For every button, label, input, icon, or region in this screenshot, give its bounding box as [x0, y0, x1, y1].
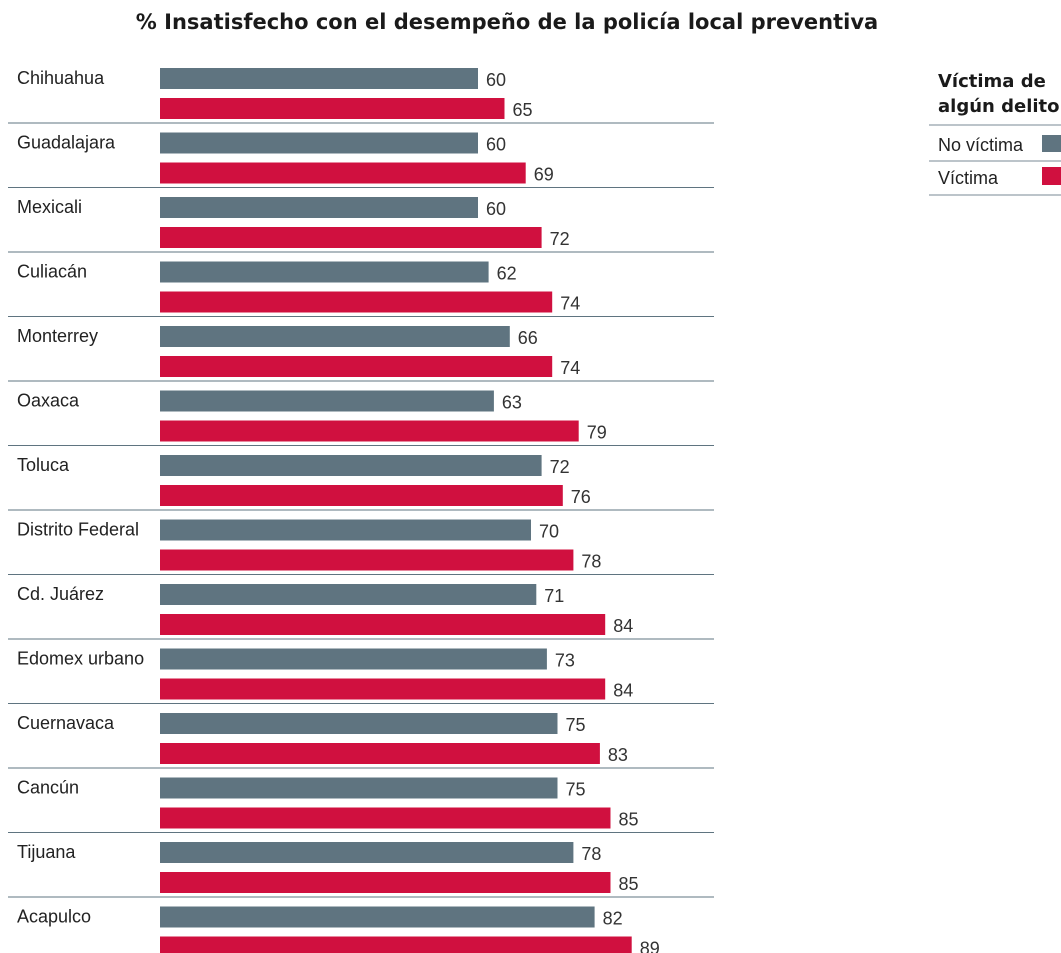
- row-cancun: Cancún 75 85: [8, 777, 714, 833]
- value-label-victima: 72: [550, 229, 570, 249]
- value-label-victima: 83: [608, 745, 628, 765]
- row-chihuahua: Chihuahua 60 65: [8, 68, 714, 124]
- row-tijuana: Tijuana 78 85: [8, 842, 714, 898]
- category-label: Monterrey: [17, 326, 98, 346]
- value-label-no-victima: 75: [566, 715, 586, 735]
- bar-no-victima: [160, 842, 574, 863]
- value-label-no-victima: 60: [486, 199, 506, 219]
- bar-victima: [160, 420, 579, 442]
- value-label-victima: 74: [560, 294, 580, 314]
- bar-victima: [160, 743, 600, 764]
- category-label: Oaxaca: [17, 391, 80, 411]
- value-label-no-victima: 66: [518, 328, 538, 348]
- value-label-no-victima: 72: [550, 457, 570, 477]
- bar-victima: [160, 549, 574, 571]
- value-label-no-victima: 63: [502, 393, 522, 413]
- row-cd-juarez: Cd. Juárez 71 84: [8, 584, 714, 640]
- category-label: Edomex urbano: [17, 649, 144, 669]
- value-label-no-victima: 73: [555, 651, 575, 671]
- bar-no-victima: [160, 777, 558, 799]
- legend-swatch-victima: [1042, 167, 1061, 185]
- row-monterrey: Monterrey 66 74: [8, 326, 714, 382]
- row-mexicali: Mexicali 60 72: [8, 197, 714, 253]
- value-label-no-victima: 82: [603, 909, 623, 929]
- value-label-victima: 74: [560, 358, 580, 378]
- bar-victima: [160, 872, 611, 893]
- value-label-victima: 76: [571, 487, 591, 507]
- bar-no-victima: [160, 455, 542, 476]
- bar-victima: [160, 614, 606, 635]
- value-label-victima: 85: [619, 874, 639, 894]
- category-label: Acapulco: [17, 907, 91, 927]
- bar-victima: [160, 485, 563, 506]
- value-label-victima: 69: [534, 165, 554, 185]
- row-edomex-urbano: Edomex urbano 73 84: [8, 648, 714, 704]
- bar-no-victima: [160, 261, 489, 283]
- value-label-no-victima: 60: [486, 135, 506, 155]
- value-label-no-victima: 62: [497, 264, 517, 284]
- row-cuernavaca: Cuernavaca 75 83: [8, 713, 714, 769]
- bar-victima: [160, 291, 553, 313]
- category-label: Cancún: [17, 778, 79, 798]
- category-label: Cd. Juárez: [17, 584, 104, 604]
- bar-victima: [160, 227, 542, 248]
- value-label-no-victima: 70: [539, 522, 559, 542]
- category-label: Toluca: [17, 455, 70, 475]
- bar-no-victima: [160, 132, 478, 154]
- category-label: Mexicali: [17, 197, 82, 217]
- bar-victima: [160, 678, 606, 700]
- value-label-no-victima: 78: [581, 844, 601, 864]
- row-acapulco: Acapulco 82 89: [17, 906, 660, 953]
- category-label: Guadalajara: [17, 133, 116, 153]
- legend-title-line1: Víctima de: [938, 71, 1046, 92]
- legend-swatch-no-victima: [1042, 135, 1061, 152]
- legend: Víctima de algún delito No víctima Vícti…: [929, 71, 1061, 196]
- chart-title: % Insatisfecho con el desempeño de la po…: [136, 10, 878, 34]
- bar-no-victima: [160, 519, 531, 541]
- legend-label-no-victima: No víctima: [938, 135, 1024, 155]
- category-label: Cuernavaca: [17, 713, 115, 733]
- category-label: Tijuana: [17, 842, 76, 862]
- bar-no-victima: [160, 648, 547, 670]
- value-label-victima: 85: [619, 810, 639, 830]
- value-label-victima: 84: [613, 616, 633, 636]
- value-label-no-victima: 71: [544, 586, 564, 606]
- value-label-victima: 84: [613, 681, 633, 701]
- bar-no-victima: [160, 197, 478, 218]
- legend-title-line2: algún delito: [938, 96, 1060, 117]
- row-culiacan: Culiacán 62 74: [8, 261, 714, 317]
- value-label-victima: 79: [587, 423, 607, 443]
- bar-victima: [160, 807, 611, 829]
- value-label-no-victima: 60: [486, 70, 506, 90]
- value-label-victima: 89: [640, 939, 660, 953]
- bar-no-victima: [160, 68, 478, 89]
- category-label: Distrito Federal: [17, 520, 139, 540]
- value-label-victima: 65: [513, 100, 533, 120]
- value-label-no-victima: 75: [566, 780, 586, 800]
- bar-no-victima: [160, 906, 595, 928]
- bar-no-victima: [160, 326, 510, 347]
- bar-no-victima: [160, 584, 537, 605]
- legend-label-victima: Víctima: [938, 168, 999, 188]
- value-label-victima: 78: [581, 552, 601, 572]
- bar-victima: [160, 162, 526, 184]
- bars-layer: Chihuahua 60 65 Guadalajara 60 69 Mexicali 60 72…: [8, 68, 714, 953]
- category-label: Culiacán: [17, 262, 87, 282]
- row-distrito-federal: Distrito Federal 70 78: [8, 519, 714, 575]
- bar-no-victima: [160, 390, 494, 412]
- bar-victima: [160, 98, 505, 119]
- row-guadalajara: Guadalajara 60 69: [8, 132, 714, 188]
- bar-victima: [160, 936, 632, 953]
- category-label: Chihuahua: [17, 68, 105, 88]
- row-oaxaca: Oaxaca 63 79: [8, 390, 714, 446]
- bar-victima: [160, 356, 553, 377]
- bar-no-victima: [160, 713, 558, 734]
